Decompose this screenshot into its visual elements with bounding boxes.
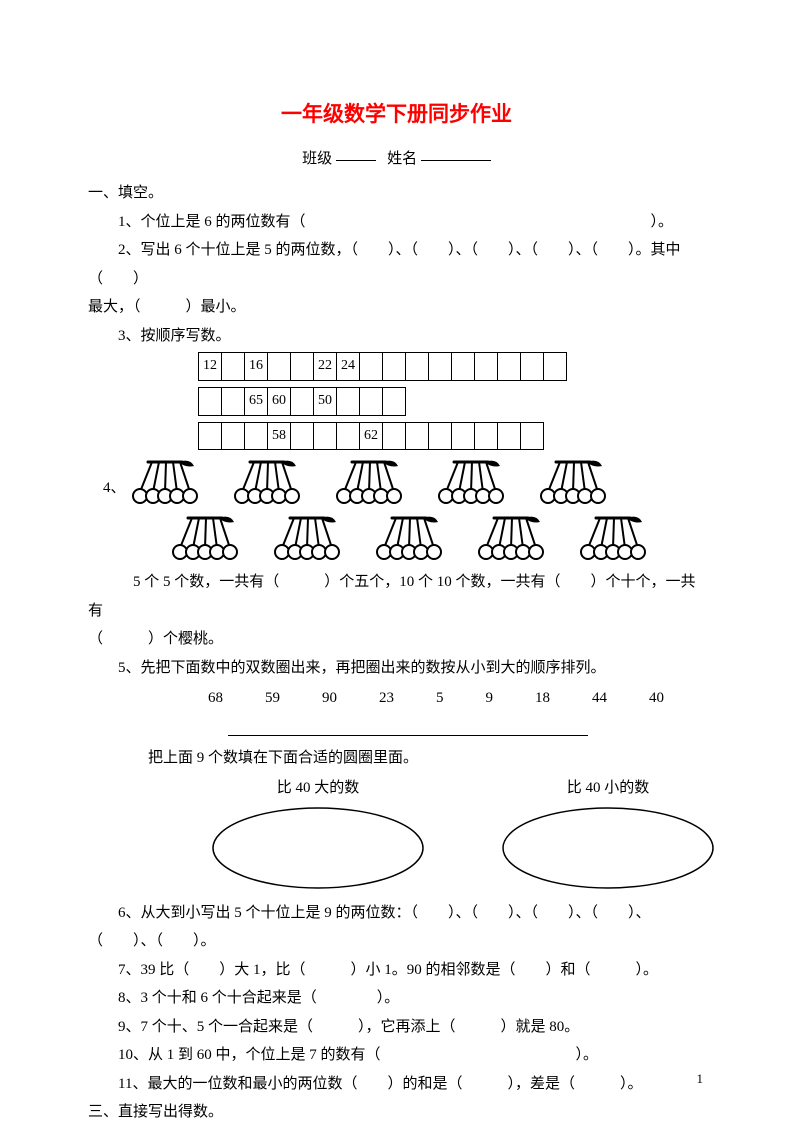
section-3-heading: 三、直接写出得数。 (88, 1098, 705, 1127)
cherry-row-2 (168, 512, 650, 562)
sequence-cell[interactable] (268, 353, 291, 381)
question-7: 7、39 比（ ）大 1，比（ ）小 1。90 的相邻数是（ ）和（ ）。 (88, 956, 705, 985)
q5-number: 23 (379, 684, 394, 713)
sequence-cell[interactable] (383, 422, 406, 450)
sequence-cell[interactable] (406, 422, 429, 450)
cherry-icon (434, 456, 508, 506)
sort-answer-line[interactable] (228, 719, 588, 736)
sequence-cell[interactable] (360, 353, 383, 381)
sequence-cell: 22 (314, 353, 337, 381)
sequence-cell[interactable] (452, 353, 475, 381)
question-4-label: 4、 (88, 474, 128, 503)
cherry-icon (270, 512, 344, 562)
question-9: 9、7 个十、5 个一合起来是（ ），它再添上（ ）就是 80。 (88, 1013, 705, 1042)
sequence-cell[interactable] (222, 422, 245, 450)
sequence-cell: 60 (268, 387, 291, 415)
sequence-cell[interactable] (199, 422, 222, 450)
cherry-icon (474, 512, 548, 562)
sequence-cell[interactable] (475, 353, 498, 381)
q5-number: 18 (535, 684, 550, 713)
question-11: 11、最大的一位数和最小的两位数（ ）的和是（ ），差是（ ）。 (88, 1070, 705, 1099)
sequence-cell[interactable] (475, 422, 498, 450)
cherry-row-1 (128, 456, 650, 506)
name-blank[interactable] (421, 145, 491, 161)
sequence-table-1: 12 16 2224 (198, 352, 567, 381)
cherry-icon (576, 512, 650, 562)
question-8: 8、3 个十和 6 个十合起来是（ ）。 (88, 984, 705, 1013)
q5-number: 40 (649, 684, 664, 713)
sequence-cell[interactable] (498, 422, 521, 450)
question-10: 10、从 1 到 60 中，个位上是 7 的数有（ ）。 (88, 1041, 705, 1070)
question-2a: 2、写出 6 个十位上是 5 的两位数，（ ）、（ ）、（ ）、（ ）、（ ）。… (88, 236, 705, 293)
question-5-numbers: 6859902359184440 (208, 684, 705, 713)
cherry-icon (372, 512, 446, 562)
name-label: 姓名 (387, 151, 417, 167)
sequence-cell: 58 (268, 422, 291, 450)
sequence-cell[interactable] (291, 353, 314, 381)
sequence-cell[interactable] (406, 353, 429, 381)
class-name-line: 班级 姓名 (88, 145, 705, 174)
sequence-table-3: 58 62 (198, 422, 544, 451)
question-2b: 最大，（ ）最小。 (88, 293, 705, 322)
question-5: 5、先把下面数中的双数圈出来，再把圈出来的数按从小到大的顺序排列。 (88, 654, 705, 683)
sequence-cell[interactable] (222, 387, 245, 415)
sequence-cell[interactable] (245, 422, 268, 450)
section-1-heading: 一、填空。 (88, 179, 705, 208)
sequence-cell[interactable] (429, 353, 452, 381)
question-4-text-a: 5 个 5 个数，一共有（ ）个五个，10 个 10 个数，一共有（ ）个十个，… (88, 568, 705, 625)
question-1: 1、个位上是 6 的两位数有（ ）。 (88, 208, 705, 237)
sequence-cell[interactable] (383, 387, 406, 415)
sequence-cell[interactable] (291, 387, 314, 415)
question-5b: 把上面 9 个数填在下面合适的圆圈里面。 (88, 744, 705, 773)
sequence-cell[interactable] (521, 353, 544, 381)
oval-left-label: 比 40 大的数 (208, 774, 428, 803)
question-4-text-b: （ ）个樱桃。 (88, 625, 705, 654)
sequence-cell: 62 (360, 422, 383, 450)
question-6: 6、从大到小写出 5 个十位上是 9 的两位数：（ ）、（ ）、（ ）、（ ）、… (88, 899, 705, 956)
oval-right-label: 比 40 小的数 (498, 774, 718, 803)
oval-left[interactable] (208, 803, 428, 893)
sequence-cell[interactable] (383, 353, 406, 381)
sequence-cell: 12 (199, 353, 222, 381)
page-number: 1 (697, 1067, 704, 1092)
sequence-cell[interactable] (429, 422, 452, 450)
sequence-cell: 16 (245, 353, 268, 381)
cherry-icon (128, 456, 202, 506)
sequence-cell[interactable] (452, 422, 475, 450)
cherry-icon (168, 512, 242, 562)
sequence-cell[interactable] (498, 353, 521, 381)
sequence-cell: 65 (245, 387, 268, 415)
sequence-cell[interactable] (314, 422, 337, 450)
sequence-cell[interactable] (337, 422, 360, 450)
sequence-cell[interactable] (199, 387, 222, 415)
q5-number: 68 (208, 684, 223, 713)
sequence-cell[interactable] (521, 422, 544, 450)
q5-number: 5 (436, 684, 444, 713)
sequence-cell[interactable] (360, 387, 383, 415)
class-label: 班级 (302, 151, 332, 167)
sequence-cell[interactable] (222, 353, 245, 381)
sequence-cell: 50 (314, 387, 337, 415)
cherry-icon (230, 456, 304, 506)
q5-number: 44 (592, 684, 607, 713)
oval-right[interactable] (498, 803, 718, 893)
sequence-table-2: 6560 50 (198, 387, 406, 416)
q5-number: 59 (265, 684, 280, 713)
class-blank[interactable] (336, 145, 376, 161)
cherry-icon (332, 456, 406, 506)
sequence-cell: 24 (337, 353, 360, 381)
question-3: 3、按顺序写数。 (88, 322, 705, 351)
cherry-icon (536, 456, 610, 506)
page-title: 一年级数学下册同步作业 (88, 95, 705, 135)
q5-number: 90 (322, 684, 337, 713)
sequence-cell[interactable] (544, 353, 567, 381)
q5-number: 9 (486, 684, 494, 713)
sequence-cell[interactable] (291, 422, 314, 450)
sequence-cell[interactable] (337, 387, 360, 415)
